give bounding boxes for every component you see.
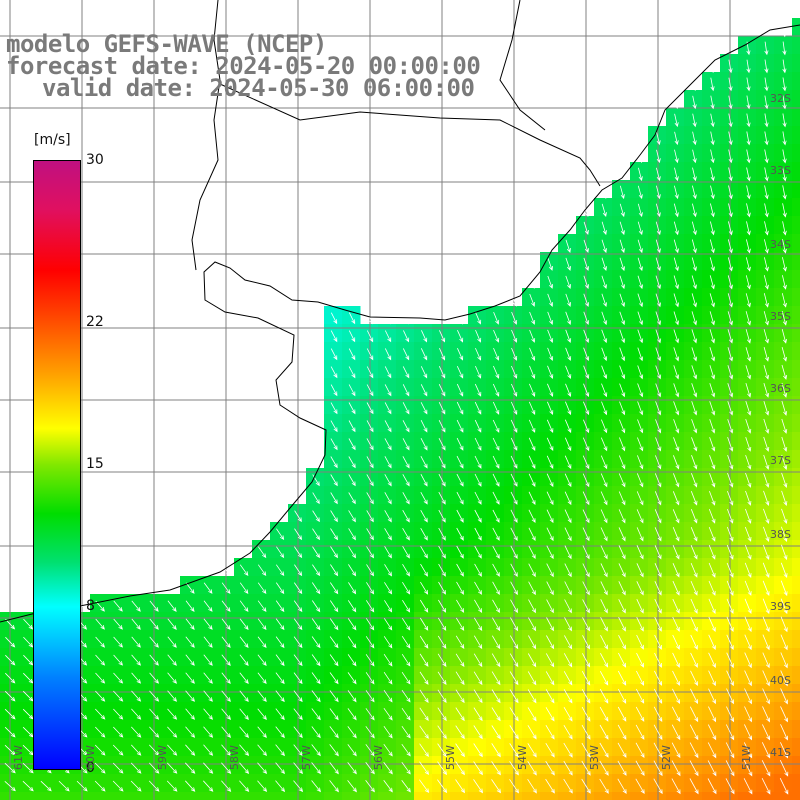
longitude-label: 61W bbox=[12, 745, 25, 770]
forecast-date: forecast date: 2024-05-20 00:00:00 bbox=[6, 52, 481, 80]
latitude-label: 33S bbox=[770, 164, 791, 177]
longitude-label: 58W bbox=[228, 745, 241, 770]
border-line bbox=[499, 0, 546, 131]
colorbar-tick-label: 22 bbox=[86, 314, 104, 331]
longitude-label: 54W bbox=[516, 745, 529, 770]
longitude-label: 57W bbox=[300, 745, 313, 770]
longitude-label: 55W bbox=[444, 745, 457, 770]
latitude-label: 41S bbox=[770, 746, 791, 759]
latitude-label: 38S bbox=[770, 528, 791, 541]
wind-speed-field bbox=[0, 18, 800, 800]
longitude-label: 59W bbox=[156, 745, 169, 770]
longitude-label: 60W bbox=[84, 745, 97, 770]
model-title: modelo GEFS-WAVE (NCEP) bbox=[6, 30, 327, 58]
colorbar-tick-label: 0 bbox=[86, 760, 95, 776]
border-line bbox=[219, 83, 601, 187]
latitude-label: 36S bbox=[770, 382, 791, 395]
colorbar-tick-label: 30 bbox=[86, 152, 104, 168]
colorbar bbox=[33, 160, 81, 770]
longitude-label: 52W bbox=[660, 745, 673, 770]
latitude-label: 32S bbox=[770, 92, 791, 105]
border-line bbox=[191, 0, 221, 271]
colorbar-unit: [m/s] bbox=[34, 132, 71, 148]
longitude-label: 53W bbox=[588, 745, 601, 770]
latitude-label: 40S bbox=[770, 674, 791, 687]
wind-vectors bbox=[4, 23, 789, 795]
longitude-label: 51W bbox=[740, 745, 753, 770]
colorbar-tick-label: 8 bbox=[86, 597, 95, 614]
colorbar-tick-label: 15 bbox=[86, 456, 104, 472]
latitude-label: 34S bbox=[770, 238, 791, 251]
latitude-label: 37S bbox=[770, 454, 791, 467]
latitude-label: 35S bbox=[770, 310, 791, 323]
coastline bbox=[0, 0, 800, 623]
longitude-label: 56W bbox=[372, 745, 385, 770]
valid-date: valid date: 2024-05-30 06:00:00 bbox=[42, 74, 475, 102]
latitude-label: 39S bbox=[770, 600, 791, 613]
